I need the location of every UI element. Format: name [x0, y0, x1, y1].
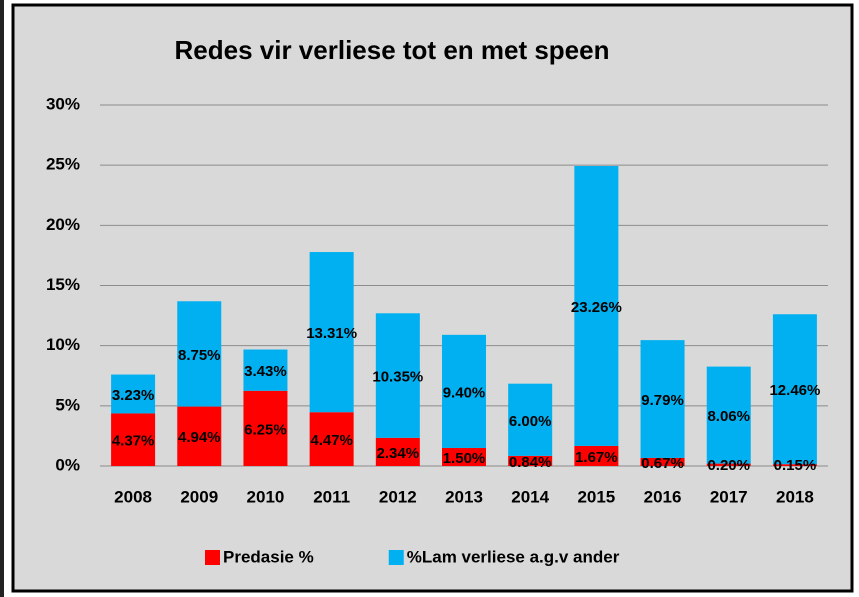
value-label: 1.67% — [575, 449, 618, 466]
value-label: 6.25% — [244, 421, 287, 438]
legend-label: Predasie % — [223, 547, 314, 566]
bar-segment — [243, 349, 288, 391]
bar-segment — [111, 413, 156, 466]
x-tick-label: 2014 — [511, 487, 549, 506]
bar-segment — [243, 390, 288, 466]
x-tick-label: 2012 — [379, 487, 417, 506]
value-label: 9.79% — [641, 392, 684, 409]
y-tick-label: 20% — [46, 215, 80, 234]
x-tick-label: 2011 — [313, 487, 350, 506]
value-label: 4.37% — [112, 433, 155, 450]
value-label: 8.06% — [707, 408, 750, 425]
bar-segment — [706, 463, 751, 466]
x-tick-label: 2018 — [776, 487, 814, 506]
bar-segment — [772, 314, 817, 465]
value-label: 9.40% — [443, 384, 486, 401]
bar-segment — [706, 366, 751, 464]
legend-swatch — [388, 550, 404, 565]
bar-segment — [772, 464, 817, 466]
bar-segment — [177, 406, 222, 466]
x-tick-label: 2015 — [577, 487, 615, 506]
value-label: 8.75% — [178, 347, 221, 364]
bar-segment — [574, 166, 619, 446]
y-tick-label: 0% — [55, 455, 80, 474]
value-label: 12.46% — [769, 382, 820, 399]
bar-segment — [442, 447, 486, 466]
left-edge — [0, 0, 4, 597]
legend-swatch — [205, 550, 220, 565]
bar-segment — [177, 301, 222, 407]
value-label: 2.34% — [377, 445, 420, 462]
value-label: 4.47% — [310, 432, 353, 449]
y-tick-label: 25% — [46, 155, 80, 174]
value-label: 1.50% — [443, 450, 486, 467]
value-label: 3.43% — [244, 363, 287, 380]
bar-segment — [640, 457, 685, 466]
chart-title: Redes vir verliese tot en met speen — [175, 35, 610, 65]
bar-segment — [111, 374, 156, 414]
x-tick-label: 2010 — [247, 487, 285, 506]
value-label: 6.00% — [509, 413, 552, 430]
value-label: 3.23% — [112, 387, 155, 404]
chart-frame — [11, 3, 854, 593]
legend-label: %Lam verliese a.g.v ander — [407, 547, 620, 566]
x-tick-label: 2017 — [710, 487, 748, 506]
bar-segment — [508, 383, 553, 456]
bar-segment — [375, 437, 420, 466]
value-label: 10.35% — [372, 369, 423, 386]
bar-segment — [309, 252, 354, 413]
bar-segment — [309, 412, 354, 466]
bar-segment — [375, 313, 420, 438]
bar-segment — [508, 455, 553, 466]
bar-segment — [574, 445, 619, 466]
y-tick-label: 30% — [46, 94, 80, 113]
value-label: 0.67% — [641, 455, 684, 472]
value-label: 23.26% — [571, 299, 622, 316]
value-label: 0.20% — [707, 457, 750, 474]
bar-segment — [442, 334, 486, 448]
value-label: 13.31% — [306, 325, 357, 342]
x-tick-label: 2008 — [114, 487, 152, 506]
x-tick-label: 2016 — [644, 487, 682, 506]
bar-segment — [640, 340, 685, 458]
value-label: 0.84% — [509, 454, 552, 471]
value-label: 0.15% — [774, 457, 817, 474]
value-label: 4.94% — [178, 429, 221, 446]
y-tick-label: 15% — [46, 275, 80, 294]
x-tick-label: 2009 — [180, 487, 218, 506]
x-tick-label: 2013 — [445, 487, 483, 506]
y-tick-label: 5% — [55, 395, 80, 414]
y-tick-label: 10% — [46, 335, 80, 354]
